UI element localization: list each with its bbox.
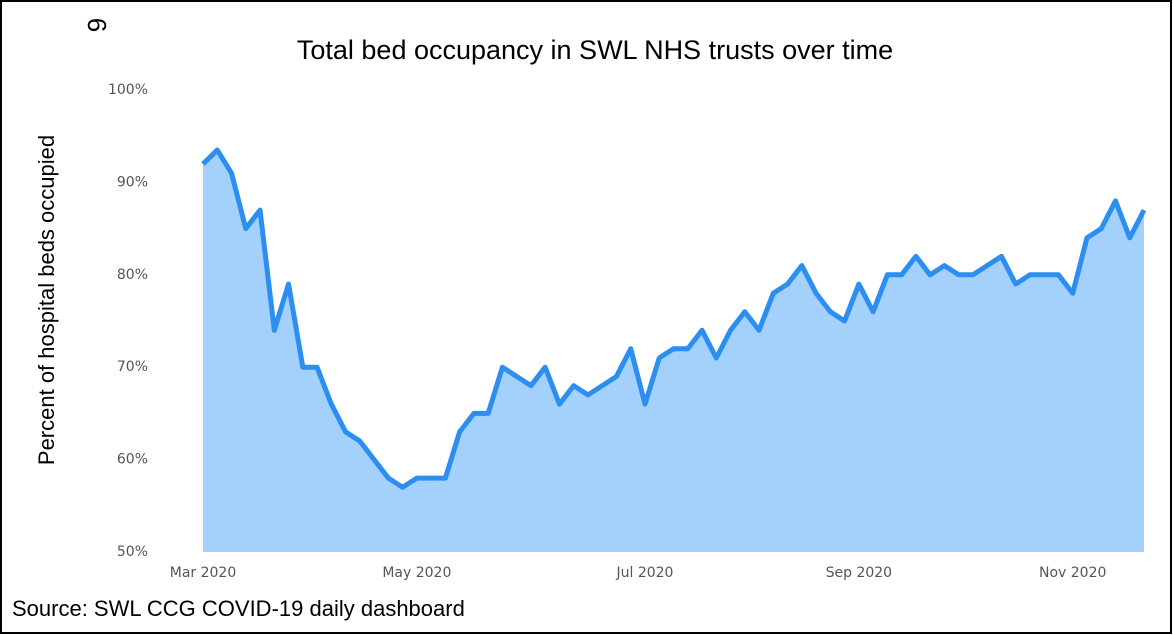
page-number: 6 [82, 18, 112, 32]
y-tick-label: 90% [117, 174, 148, 190]
line [201, 147, 1147, 490]
chart-title: Total bed occupancy in SWL NHS trusts ov… [297, 35, 893, 65]
source-note: Source: SWL CCG COVID-19 daily dashboard [12, 596, 465, 621]
y-tick-label: 50% [117, 544, 148, 560]
x-tick-label: Nov 2020 [1039, 565, 1106, 581]
y-axis-label: Percent of hospital beds occupied [34, 135, 59, 465]
x-tick-label: Jul 2020 [615, 565, 673, 581]
x-tick-label: Mar 2020 [170, 565, 237, 581]
y-tick-label: 80% [117, 267, 148, 283]
x-tick-label: Sep 2020 [826, 565, 892, 581]
y-tick-label: 60% [117, 452, 148, 468]
y-tick-label: 100% [108, 82, 148, 98]
y-tick-label: 70% [117, 359, 148, 375]
x-tick-label: May 2020 [382, 565, 451, 581]
